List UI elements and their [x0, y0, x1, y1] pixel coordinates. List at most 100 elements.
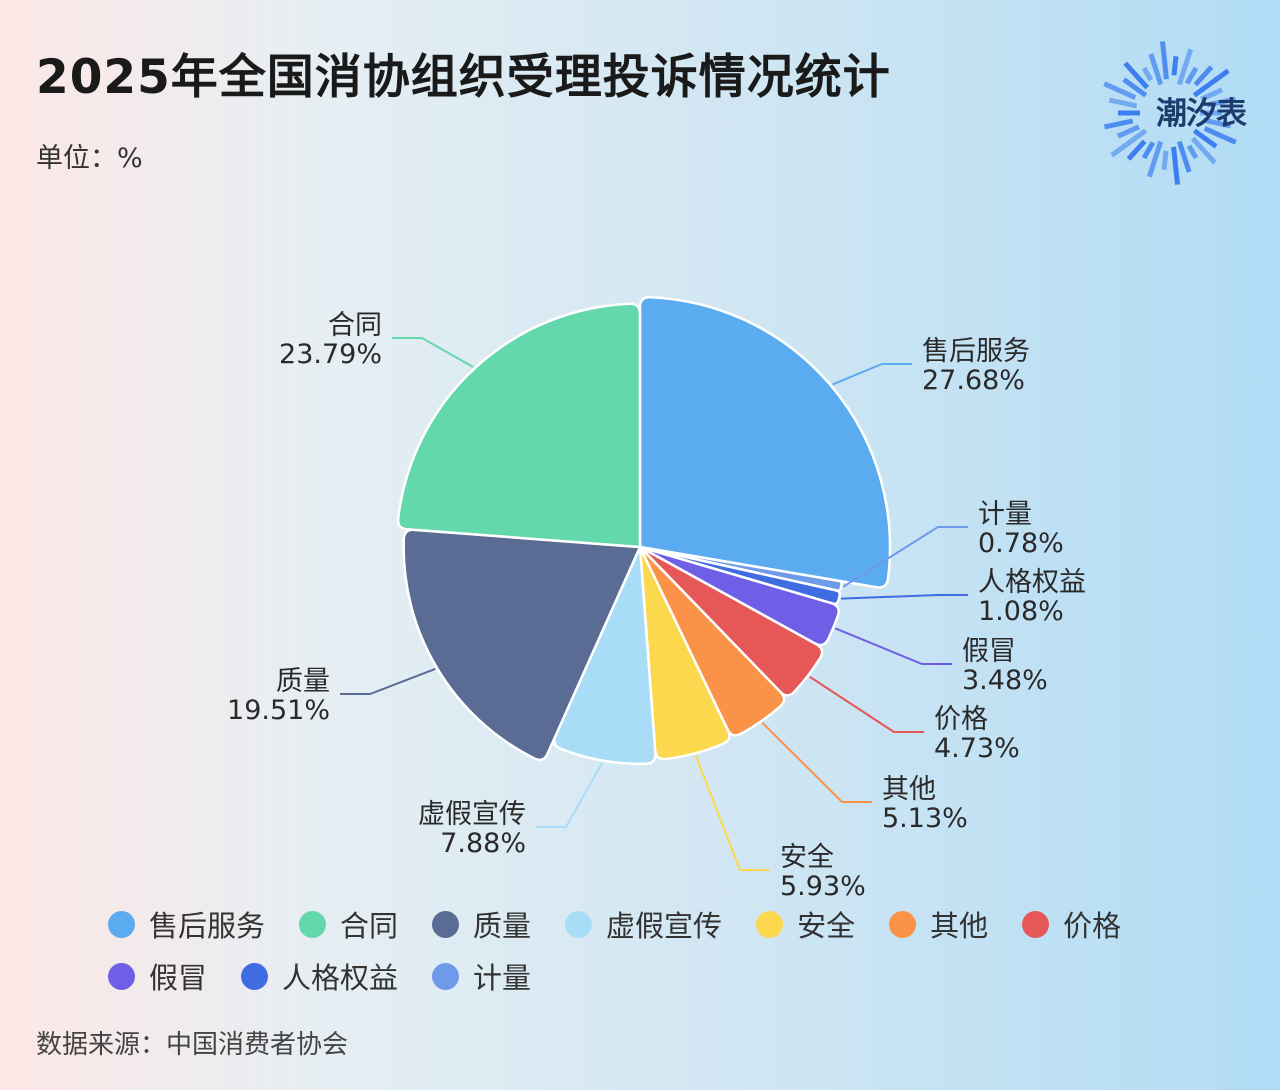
leader-line [694, 754, 770, 871]
legend-label: 计量 [473, 961, 532, 995]
leader-line [536, 762, 604, 828]
slice-value-label: 27.68% [922, 365, 1025, 396]
pie-slice [638, 545, 786, 737]
logo-ray [1192, 68, 1230, 98]
pie-slice [402, 528, 642, 762]
legend-label: 假冒 [149, 961, 208, 995]
leader-line [392, 337, 474, 368]
slice-label: 安全 [780, 842, 834, 873]
logo-ray [1202, 117, 1232, 129]
leader-line [761, 722, 872, 803]
legend-swatch [108, 910, 135, 938]
leader-line [809, 675, 924, 733]
slice-value-label: 5.93% [780, 871, 866, 900]
logo-ray [1141, 141, 1156, 160]
pie-slice [638, 545, 840, 647]
legend-label: 价格 [1063, 909, 1122, 943]
legend-item: 合同 [299, 906, 399, 943]
legend-swatch [756, 910, 784, 938]
leader-line [340, 668, 436, 695]
logo-ray [1146, 140, 1164, 178]
logo-ray [1141, 66, 1154, 82]
legend-item: 质量 [432, 906, 532, 943]
logo-ray [1122, 77, 1148, 98]
legend-swatch [432, 910, 460, 938]
logo-ray [1103, 81, 1137, 100]
logo-ray [1148, 53, 1164, 86]
logo-ray [1203, 126, 1237, 145]
slice-label: 人格权益 [978, 567, 1086, 598]
logo-ray [1159, 41, 1169, 80]
legend-item: 售后服务 [108, 906, 266, 943]
slice-label: 其他 [882, 774, 936, 805]
legend-swatch [432, 962, 460, 990]
legend-item: 计量 [432, 958, 532, 995]
leader-line [832, 363, 912, 386]
legend-label: 安全 [797, 909, 856, 943]
logo-ray [1184, 66, 1199, 85]
legend-label: 其他 [930, 909, 989, 943]
leader-line [842, 526, 968, 588]
logo-ray [1171, 146, 1181, 185]
slice-value-label: 4.73% [934, 733, 1020, 764]
legend-label: 合同 [340, 909, 399, 943]
logo-ray [1186, 144, 1199, 160]
legend-item: 其他 [889, 906, 989, 943]
sunburst-logo-icon [1103, 41, 1237, 185]
chart-legend: 售后服务 合同 质量 虚假宣传 安全 其他 价格假冒 人格权益 计量 [108, 906, 1248, 995]
logo-ray [1176, 48, 1194, 86]
logo-ray [1192, 128, 1218, 149]
slice-value-label: 1.08% [978, 596, 1064, 627]
slice-label: 虚假宣传 [418, 799, 526, 830]
slice-label: 合同 [328, 310, 382, 341]
legend-swatch [108, 962, 135, 990]
legend-swatch [299, 910, 327, 938]
slice-value-label: 3.48% [962, 665, 1048, 696]
legend-swatch [241, 962, 269, 990]
legend-swatch [1022, 910, 1050, 938]
logo-ray [1171, 56, 1179, 76]
logo-ray [1193, 65, 1214, 87]
logo-ray [1103, 118, 1134, 130]
slice-label: 假冒 [962, 636, 1016, 667]
brand-logo-text: 潮汐表 [1156, 96, 1247, 132]
slice-value-label: 19.51% [227, 695, 330, 726]
pie-slice [638, 295, 892, 589]
legend-item: 价格 [1022, 906, 1122, 943]
legend-item: 假冒 [108, 958, 208, 995]
chart-title: 2025年全国消协组织受理投诉情况统计 [36, 50, 891, 105]
slice-value-label: 23.79% [279, 339, 382, 370]
slice-value-label: 5.13% [882, 803, 968, 834]
legend-swatch [889, 910, 917, 938]
logo-ray [1176, 140, 1192, 173]
legend-item: 人格权益 [241, 958, 399, 995]
legend-item: 虚假宣传 [565, 906, 723, 943]
slice-value-label: 7.88% [440, 828, 526, 859]
logo-ray [1126, 139, 1147, 161]
leader-line [840, 594, 968, 600]
legend-item: 安全 [756, 906, 856, 943]
logo-ray [1190, 136, 1217, 165]
legend-label: 虚假宣传 [606, 909, 723, 943]
legend-label: 人格权益 [282, 961, 399, 995]
slice-label: 计量 [978, 499, 1032, 530]
slice-value-label: 0.78% [978, 528, 1064, 559]
logo-ray [1161, 150, 1169, 170]
logo-ray [1206, 96, 1237, 108]
slice-label: 价格 [934, 704, 988, 735]
slice-label: 售后服务 [922, 336, 1030, 367]
legend-label: 质量 [473, 909, 532, 943]
pie-slice [638, 545, 731, 761]
legend-swatch [565, 910, 593, 938]
data-source: 数据来源：中国消费者协会 [36, 1030, 349, 1060]
leader-line [834, 627, 952, 665]
logo-ray [1110, 128, 1148, 158]
pie-slice [553, 545, 657, 766]
logo-ray [1116, 124, 1140, 139]
pie-slice [396, 302, 642, 549]
logo-ray [1123, 61, 1150, 90]
legend-label: 售后服务 [149, 909, 266, 943]
slice-label: 质量 [276, 666, 330, 697]
logo-ray [1108, 97, 1138, 109]
